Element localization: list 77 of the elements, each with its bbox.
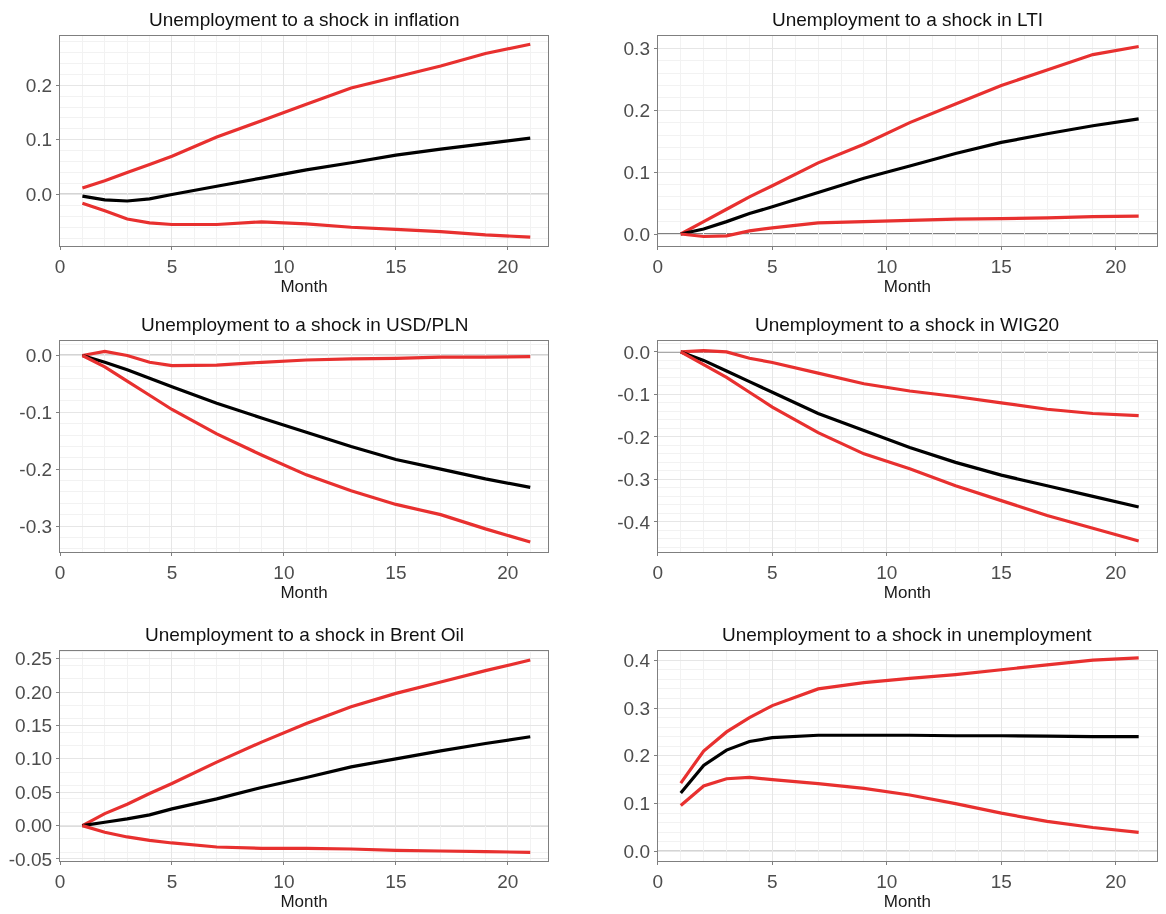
x-tick-label: 15 — [385, 256, 407, 278]
line-series — [679, 775, 1141, 834]
y-tick-label: 0.0 — [25, 184, 53, 206]
x-tick-label: 0 — [54, 870, 66, 892]
x-tick-label: 10 — [876, 561, 898, 583]
x-tick-label: 0 — [652, 870, 664, 892]
y-tick-label: 0.1 — [623, 793, 650, 815]
x-tick-label: 10 — [273, 561, 295, 583]
x-tick-label: 10 — [876, 870, 898, 892]
x-tick-label: 15 — [385, 870, 407, 892]
y-tick-label: 0.4 — [623, 649, 651, 671]
x-tick-label: 10 — [876, 256, 898, 278]
x-tick-label: 0 — [54, 256, 66, 278]
x-tick-label: 0 — [652, 561, 664, 583]
chart-title: Unemployment to a shock in LTI — [772, 9, 1044, 30]
chart-title: Unemployment to a shock in unemployment — [722, 624, 1093, 645]
y-tick-label: -0.3 — [617, 469, 650, 491]
x-axis-title: Month — [883, 277, 932, 297]
y-tick-label: -0.2 — [19, 458, 53, 480]
x-tick-label: 5 — [767, 256, 778, 278]
line-series — [80, 136, 532, 203]
x-tick-label: 0 — [652, 256, 664, 278]
y-tick-label: 0.3 — [623, 38, 650, 60]
x-tick-label: 20 — [497, 256, 519, 278]
y-tick-label: -0.1 — [19, 401, 53, 423]
y-tick-label: 0.05 — [15, 781, 53, 803]
x-tick-label: 15 — [990, 256, 1012, 278]
y-tick-label: 0.20 — [15, 681, 53, 703]
chart-title: Unemployment to a shock in inflation — [149, 9, 460, 30]
chart-title: Unemployment to a shock in WIG20 — [755, 314, 1060, 335]
x-tick-label: 5 — [166, 256, 178, 278]
y-tick-label: 0.2 — [623, 99, 650, 121]
x-tick-label: 20 — [497, 870, 519, 892]
x-tick-label: 20 — [1105, 256, 1127, 278]
x-tick-label: 15 — [385, 561, 407, 583]
y-tick-label: 0.10 — [15, 748, 53, 770]
chart-title: Unemployment to a shock in USD/PLN — [141, 314, 469, 335]
x-axis-title: Month — [280, 582, 328, 602]
y-tick-label: 0.2 — [623, 745, 650, 767]
x-axis-title: Month — [280, 891, 328, 911]
x-tick-label: 5 — [166, 870, 178, 892]
chart-title: Unemployment to a shock in Brent Oil — [145, 624, 464, 645]
x-axis-title: Month — [280, 277, 328, 297]
y-tick-label: -0.3 — [19, 515, 53, 537]
x-tick-label: 10 — [273, 870, 295, 892]
y-tick-label: -0.2 — [617, 426, 650, 448]
x-tick-label: 5 — [166, 561, 178, 583]
y-tick-label: 0.2 — [25, 74, 53, 96]
y-tick-label: 0.00 — [15, 815, 53, 837]
y-tick-label: -0.4 — [617, 511, 651, 533]
x-tick-label: 5 — [767, 870, 778, 892]
line-series — [80, 735, 532, 828]
line-series — [679, 656, 1141, 785]
y-tick-label: 0.0 — [623, 841, 650, 863]
x-tick-label: 20 — [1105, 561, 1127, 583]
x-tick-label: 10 — [273, 256, 295, 278]
y-tick-label: -0.1 — [617, 384, 650, 406]
y-tick-label: 0.1 — [25, 129, 53, 151]
x-tick-label: 15 — [990, 870, 1012, 892]
y-tick-label: 0.0 — [623, 223, 650, 245]
y-tick-label: -0.05 — [8, 848, 53, 870]
x-axis-title: Month — [883, 891, 932, 911]
x-tick-label: 5 — [767, 561, 778, 583]
line-series — [80, 42, 532, 190]
x-tick-label: 15 — [990, 561, 1012, 583]
y-tick-label: 0.0 — [25, 345, 53, 367]
y-tick-label: 0.25 — [15, 648, 53, 670]
x-tick-label: 20 — [497, 561, 519, 583]
x-axis-title: Month — [883, 582, 932, 602]
y-tick-label: 0.3 — [623, 697, 650, 719]
y-tick-label: 0.0 — [623, 341, 650, 363]
line-series — [80, 201, 532, 239]
x-tick-label: 20 — [1105, 870, 1127, 892]
y-tick-label: 0.15 — [15, 715, 53, 737]
x-tick-label: 0 — [54, 561, 66, 583]
y-tick-label: 0.1 — [623, 161, 650, 183]
line-series — [679, 733, 1141, 795]
